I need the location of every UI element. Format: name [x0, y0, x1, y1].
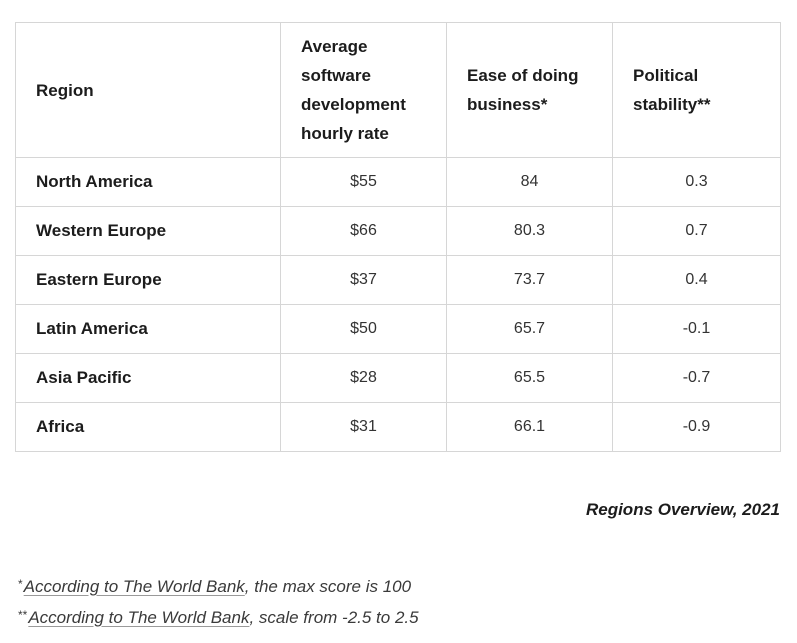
political-stability-cell: -0.9 [612, 402, 781, 452]
hourly-rate-cell: $31 [280, 402, 447, 452]
table-header-row: Region Average software development hour… [15, 22, 781, 158]
ease-of-business-cell: 73.7 [446, 255, 613, 305]
hourly-rate-cell: $55 [280, 157, 447, 207]
table-row: Western Europe $66 80.3 0.7 [15, 206, 781, 256]
header-region: Region [15, 22, 281, 158]
footnote-political-stability: **According to The World Bank, scale fro… [18, 601, 419, 632]
region-name-cell: Eastern Europe [15, 255, 281, 305]
ease-of-business-cell: 66.1 [446, 402, 613, 452]
region-name-cell: Asia Pacific [15, 353, 281, 403]
regions-table-container: Region Average software development hour… [15, 22, 781, 452]
header-ease-of-business: Ease of doing business* [446, 22, 613, 158]
political-stability-cell: 0.3 [612, 157, 781, 207]
footnotes: *According to The World Bank, the max sc… [18, 570, 419, 632]
table-caption: Regions Overview, 2021 [585, 500, 780, 519]
hourly-rate-cell: $37 [280, 255, 447, 305]
political-stability-cell: 0.4 [612, 255, 781, 305]
header-political-stability: Political stability** [612, 22, 781, 158]
world-bank-link[interactable]: According to The World Bank [28, 608, 250, 627]
table-row: Latin America $50 65.7 -0.1 [15, 304, 781, 354]
footnote-marker: * [18, 577, 23, 591]
ease-of-business-cell: 65.5 [446, 353, 613, 403]
region-name-cell: Western Europe [15, 206, 281, 256]
hourly-rate-cell: $66 [280, 206, 447, 256]
region-name-cell: North America [15, 157, 281, 207]
political-stability-cell: 0.7 [612, 206, 781, 256]
regions-table: Region Average software development hour… [15, 22, 781, 452]
footnote-text: , scale from -2.5 to 2.5 [249, 608, 419, 627]
ease-of-business-cell: 65.7 [446, 304, 613, 354]
ease-of-business-cell: 84 [446, 157, 613, 207]
table-row: North America $55 84 0.3 [15, 157, 781, 207]
region-name-cell: Africa [15, 402, 281, 452]
table-row: Eastern Europe $37 73.7 0.4 [15, 255, 781, 305]
footnote-marker: ** [18, 608, 28, 622]
political-stability-cell: -0.7 [612, 353, 781, 403]
footnote-text: , the max score is 100 [244, 577, 412, 596]
ease-of-business-cell: 80.3 [446, 206, 613, 256]
footnote-ease-of-business: *According to The World Bank, the max sc… [18, 570, 419, 601]
political-stability-cell: -0.1 [612, 304, 781, 354]
hourly-rate-cell: $50 [280, 304, 447, 354]
region-name-cell: Latin America [15, 304, 281, 354]
table-row: Asia Pacific $28 65.5 -0.7 [15, 353, 781, 403]
hourly-rate-cell: $28 [280, 353, 447, 403]
table-row: Africa $31 66.1 -0.9 [15, 402, 781, 452]
world-bank-link[interactable]: According to The World Bank [23, 577, 245, 596]
header-hourly-rate: Average software development hourly rate [280, 22, 447, 158]
